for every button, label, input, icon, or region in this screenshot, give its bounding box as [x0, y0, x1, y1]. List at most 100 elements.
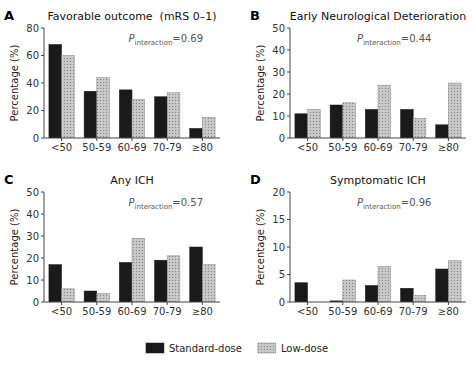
bar [436, 269, 449, 302]
y-tick-label: 80 [26, 23, 39, 34]
y-tick-label: 20 [26, 105, 39, 116]
bar [132, 238, 145, 302]
title: Symptomatic ICH [330, 174, 426, 187]
x-tick [132, 138, 133, 141]
y-tick-label: 5 [279, 269, 285, 280]
x-tick-label: <50 [51, 306, 72, 317]
bar [202, 265, 215, 302]
chart: 0 20 40 60 80 <50 50-59 60-69 70-79 ≥80 Percentage… [0, 0, 474, 377]
bar [295, 114, 308, 138]
y-tick-label: 10 [272, 242, 285, 253]
y-tick-label: 0 [33, 133, 39, 144]
panel-label: A [4, 8, 14, 23]
x-tick [61, 138, 62, 141]
panel: 01020304050<5050-5960-6970-79≥80Percenta… [4, 172, 220, 317]
p-interaction: Pinteraction=0.57 [128, 197, 203, 211]
bars [295, 261, 461, 302]
x-tick-label: <50 [297, 142, 318, 153]
bar [295, 283, 308, 302]
x-tick [448, 138, 449, 141]
bar [401, 109, 414, 138]
x-tick [61, 302, 62, 305]
bar [49, 265, 62, 302]
y-tick-label: 15 [272, 214, 285, 225]
bar [49, 45, 62, 139]
p-subscript: interaction [135, 39, 173, 47]
bar [401, 288, 414, 302]
bar [84, 91, 97, 138]
bar [62, 289, 75, 302]
bar [97, 78, 110, 139]
x-tick-label: 70-79 [399, 142, 428, 153]
bar [378, 85, 391, 138]
bar [132, 100, 145, 139]
y-tick-label: 60 [26, 50, 39, 61]
x-tick-label: 50-59 [328, 142, 357, 153]
y-tick-label: 20 [272, 187, 285, 198]
x-tick-label: ≥80 [438, 142, 459, 153]
p-value: =0.44 [401, 33, 432, 44]
bar [448, 83, 461, 138]
legend-label: Standard-dose [169, 343, 242, 354]
x-tick-label: ≥80 [438, 306, 459, 317]
title: Any ICH [110, 174, 154, 187]
x-tick-label: <50 [51, 142, 72, 153]
x-tick [202, 302, 203, 305]
bar [343, 103, 356, 138]
bars [49, 45, 215, 139]
x-tick [167, 138, 168, 141]
y-tick-label: 10 [272, 111, 285, 122]
x-tick-label: 50-59 [82, 142, 111, 153]
legend-label: Low-dose [281, 343, 328, 354]
y-axis [44, 192, 45, 302]
p-interaction: Pinteraction=0.96 [357, 197, 432, 211]
bar [155, 260, 168, 302]
y-tick-label: 40 [26, 209, 39, 220]
y-tick-label: 20 [26, 253, 39, 264]
bar [84, 291, 97, 302]
x-tick-label: <50 [297, 306, 318, 317]
y-tick-label: 0 [279, 297, 285, 308]
x-tick [307, 302, 308, 305]
y-tick-label: 0 [279, 133, 285, 144]
y-axis-label: Percentage (%) [255, 45, 266, 122]
y-axis [290, 192, 291, 302]
bar [448, 261, 461, 302]
panel-label: C [4, 172, 14, 187]
bar [413, 295, 426, 302]
bar [167, 93, 180, 138]
bar [365, 286, 378, 303]
bar [167, 256, 180, 302]
y-axis [290, 28, 291, 138]
bar [119, 262, 132, 302]
x-tick-label: 60-69 [363, 142, 392, 153]
p-value: =0.57 [172, 197, 203, 208]
y-tick-label: 30 [272, 67, 285, 78]
title: Favorable outcome (mRS 0–1) [47, 10, 216, 23]
legend: Standard-dose Low-dose [146, 343, 328, 354]
x-tick [378, 302, 379, 305]
p-subscript: interaction [363, 203, 401, 211]
y-axis-label: Percentage (%) [9, 45, 20, 122]
p-subscript: interaction [363, 39, 401, 47]
y-tick-label: 10 [26, 275, 39, 286]
x-tick-label: ≥80 [192, 306, 213, 317]
bar [413, 118, 426, 138]
panel: 01020304050<5050-5960-6970-79≥80Percenta… [250, 8, 466, 153]
x-tick [96, 138, 97, 141]
x-tick-label: 70-79 [153, 306, 182, 317]
panel-label: B [250, 8, 260, 23]
bar [97, 293, 110, 302]
x-tick-label: 60-69 [117, 306, 146, 317]
bar [119, 90, 132, 138]
panel: 020406080<5050-5960-6970-79≥80Percentage… [4, 8, 220, 153]
y-tick-label: 40 [26, 78, 39, 89]
x-tick [342, 302, 343, 305]
x-tick [413, 138, 414, 141]
bar [155, 97, 168, 138]
legend-swatch [146, 343, 164, 353]
x-tick [96, 302, 97, 305]
y-axis [44, 28, 45, 138]
x-tick [378, 138, 379, 141]
bars [49, 238, 215, 302]
